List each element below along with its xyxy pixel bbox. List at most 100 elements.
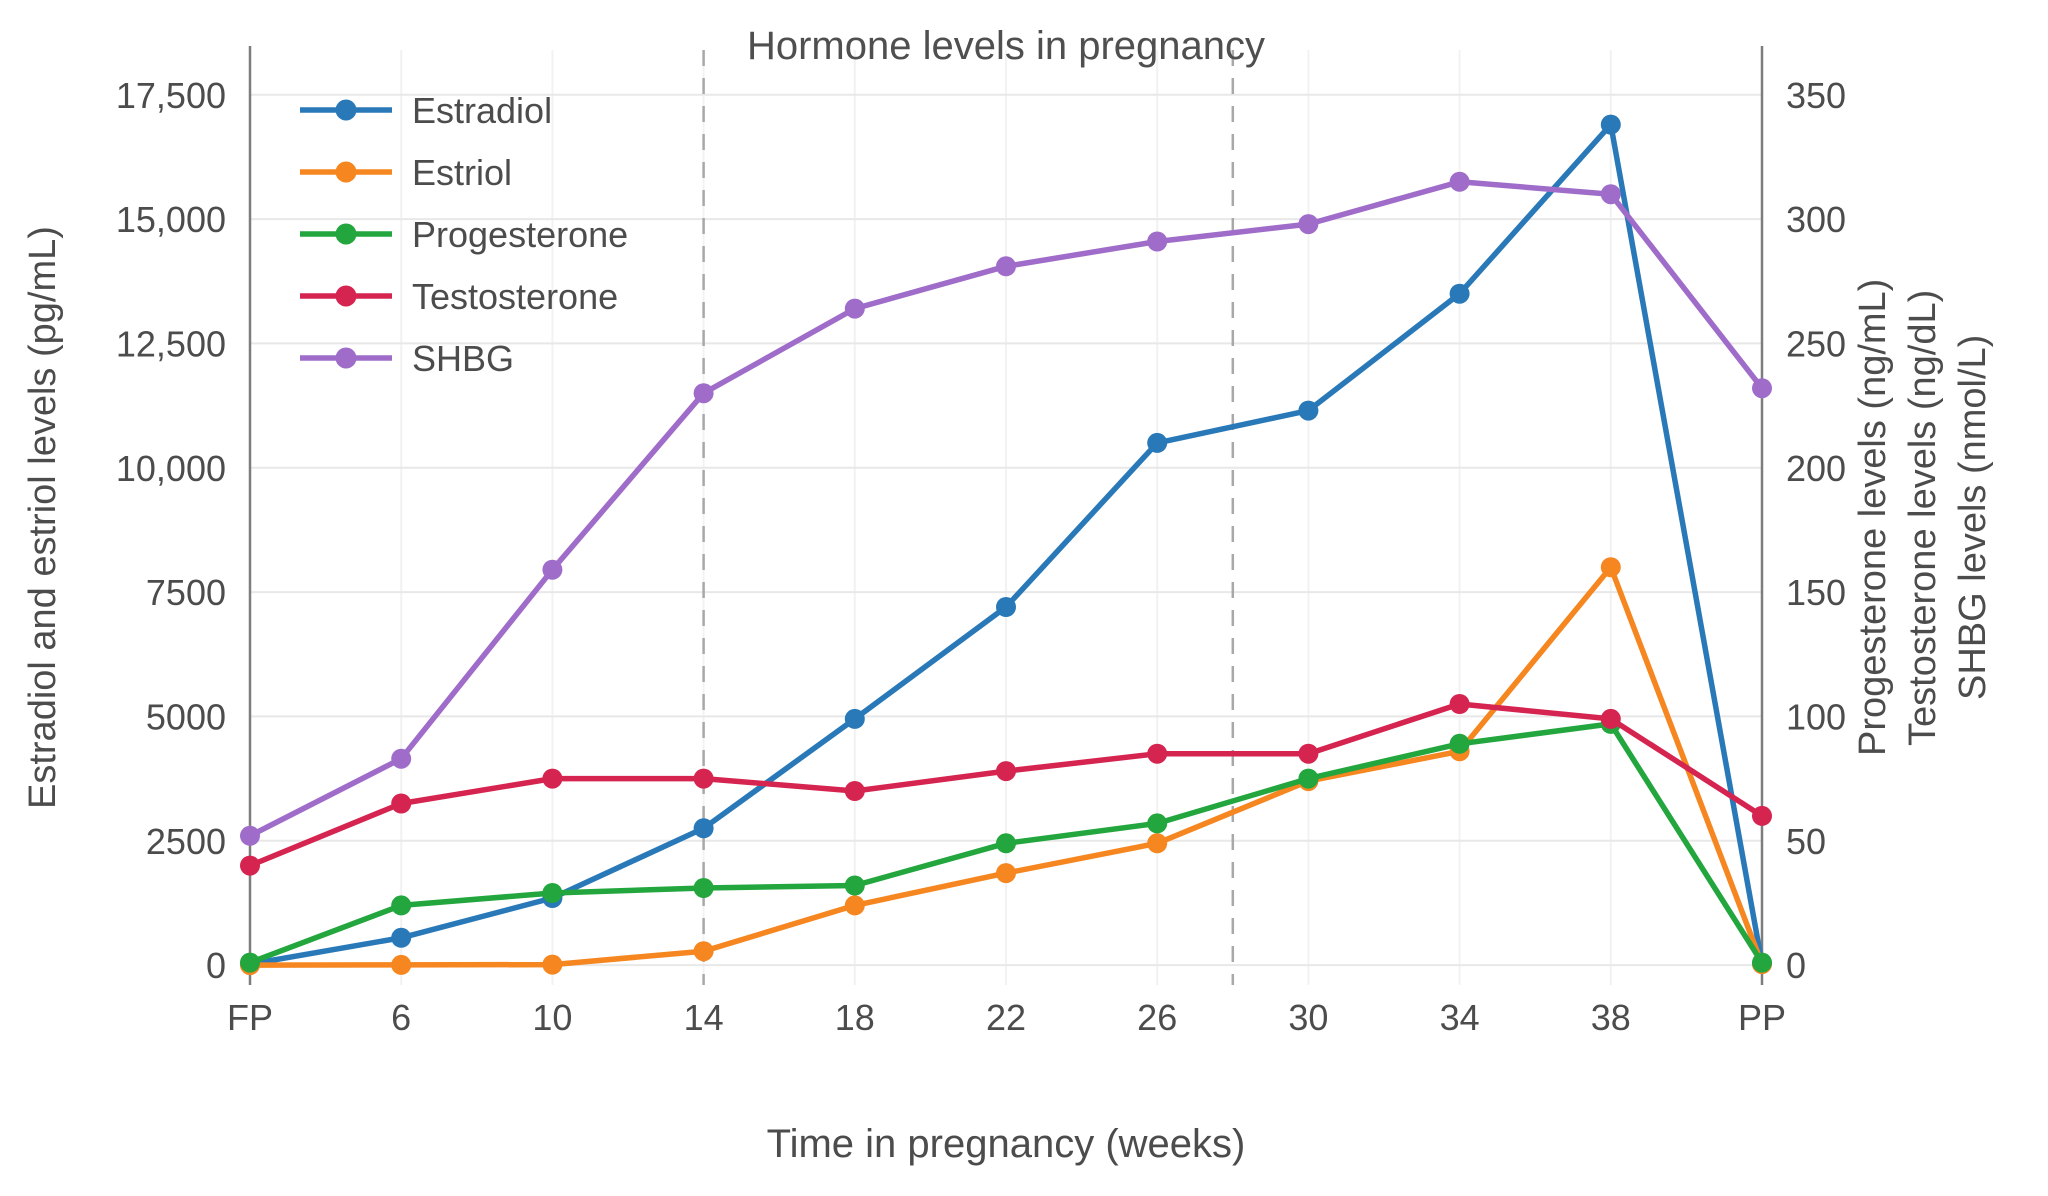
y-left-tick-labels: 0 2500 5000 7500 10,000 12,500 15,000 17,500: [116, 75, 226, 986]
y-left-tick-label: 5000: [146, 696, 226, 737]
x-tick-label-38: 38: [1591, 997, 1631, 1038]
legend-item-estradiol[interactable]: Estradiol: [300, 90, 552, 131]
point-estriol-22: [996, 863, 1016, 884]
series-testosterone: [240, 694, 1772, 876]
y-right-tick-label: 250: [1786, 323, 1846, 364]
legend-marker-testosterone: [335, 285, 357, 307]
y-right-tick-label: 0: [1786, 945, 1806, 986]
y-left-tick-label: 15,000: [116, 199, 226, 240]
point-shbg-38: [1600, 184, 1621, 205]
point-testosterone-FP: [240, 855, 260, 876]
point-testosterone-PP: [1752, 805, 1772, 826]
point-estriol-18: [844, 895, 865, 916]
point-testosterone-34: [1449, 694, 1470, 714]
point-estradiol-26: [1147, 432, 1168, 453]
x-tick-label-30: 30: [1288, 997, 1328, 1038]
legend-marker-estriol: [335, 161, 357, 183]
point-shbg-18: [844, 298, 865, 319]
point-estradiol-38: [1600, 114, 1621, 135]
y-right-tick-label: 100: [1786, 696, 1846, 737]
y-left-tick-label: 0: [206, 945, 226, 986]
point-shbg-PP: [1752, 378, 1772, 399]
horizontal-gridlines: [250, 93, 1762, 967]
y-left-tick-label: 10,000: [116, 448, 226, 489]
x-tick-label-6: 6: [391, 997, 411, 1038]
x-tick-label-10: 10: [532, 997, 572, 1038]
left-y-axis-title: Estradiol and estriol levels (pg/mL): [22, 226, 64, 809]
legend: Estradiol Estriol Progesterone Testosterone…: [300, 90, 628, 379]
point-shbg-FP: [240, 825, 260, 846]
point-testosterone-10: [542, 768, 563, 789]
x-axis-title: Time in pregnancy (weeks): [766, 1122, 1246, 1166]
legend-label-estriol: Estriol: [412, 152, 512, 193]
point-progesterone-22: [996, 833, 1016, 854]
point-progesterone-PP: [1752, 952, 1772, 973]
point-testosterone-14: [693, 768, 714, 789]
y-left-tick-label: 12,500: [116, 323, 226, 364]
point-testosterone-6: [391, 793, 412, 814]
y-left-tick-label: 2500: [146, 821, 226, 862]
point-testosterone-38: [1600, 708, 1621, 729]
point-progesterone-10: [542, 883, 563, 903]
x-tick-label-34: 34: [1440, 997, 1480, 1038]
y-right-tick-label: 350: [1786, 75, 1846, 116]
point-shbg-10: [542, 559, 563, 580]
legend-label-estradiol: Estradiol: [412, 90, 552, 131]
legend-item-testosterone[interactable]: Testosterone: [300, 276, 618, 317]
point-progesterone-30: [1298, 768, 1319, 789]
x-tick-label-22: 22: [986, 997, 1026, 1038]
x-tick-label-14: 14: [684, 997, 724, 1038]
point-estriol-14: [693, 941, 714, 962]
point-testosterone-22: [996, 761, 1016, 782]
x-tick-label-26: 26: [1137, 997, 1177, 1038]
point-estriol-38: [1600, 557, 1621, 578]
legend-marker-shbg: [335, 347, 357, 369]
legend-marker-estradiol: [335, 99, 357, 121]
y-right-tick-label: 300: [1786, 199, 1846, 240]
point-progesterone-FP: [240, 952, 260, 973]
x-tick-label-PP: PP: [1738, 997, 1786, 1038]
point-shbg-22: [996, 256, 1016, 277]
legend-item-progesterone[interactable]: Progesterone: [300, 214, 628, 255]
point-shbg-6: [391, 748, 412, 769]
point-estriol-26: [1147, 833, 1168, 854]
right-y-axis-title-testosterone: Testosterone levels (ng/dL): [1902, 289, 1944, 746]
y-right-tick-label: 50: [1786, 821, 1826, 862]
point-progesterone-34: [1449, 733, 1470, 754]
point-estradiol-34: [1449, 283, 1470, 304]
y-left-tick-label: 17,500: [116, 75, 226, 116]
y-right-tick-labels: 0 50 100 150 200 250 300 350: [1786, 75, 1846, 986]
legend-label-progesterone: Progesterone: [412, 214, 628, 255]
point-progesterone-26: [1147, 813, 1168, 834]
point-progesterone-18: [844, 875, 865, 896]
y-right-tick-label: 200: [1786, 448, 1846, 489]
point-testosterone-30: [1298, 743, 1319, 764]
trimester-divider-lines: [702, 50, 1235, 985]
x-tick-labels: FP 6 10 14 18 22 26 30 34 38 PP: [227, 997, 1786, 1038]
right-y-axis-title-progesterone: Progesterone levels (ng/mL): [1852, 278, 1894, 757]
y-right-tick-label: 150: [1786, 572, 1846, 613]
point-progesterone-6: [391, 895, 412, 916]
point-shbg-34: [1449, 171, 1470, 192]
legend-item-shbg[interactable]: SHBG: [300, 338, 514, 379]
point-shbg-30: [1298, 214, 1319, 235]
point-estradiol-30: [1298, 400, 1319, 421]
point-estradiol-22: [996, 597, 1016, 617]
right-y-axis-title-shbg: SHBG levels (nmol/L): [1952, 334, 1994, 701]
x-tick-label-FP: FP: [227, 997, 273, 1038]
point-estradiol-18: [844, 708, 865, 729]
point-progesterone-14: [693, 878, 714, 898]
point-testosterone-26: [1147, 743, 1168, 764]
legend-label-shbg: SHBG: [412, 338, 514, 379]
point-testosterone-18: [844, 781, 865, 801]
x-tick-label-18: 18: [835, 997, 875, 1038]
legend-marker-progesterone: [335, 223, 357, 245]
legend-item-estriol[interactable]: Estriol: [300, 152, 512, 193]
point-shbg-26: [1147, 231, 1168, 252]
y-left-tick-label: 7500: [146, 572, 226, 613]
legend-label-testosterone: Testosterone: [412, 276, 618, 317]
point-estradiol-6: [391, 927, 412, 948]
chart-title: Hormone levels in pregnancy: [746, 24, 1266, 68]
